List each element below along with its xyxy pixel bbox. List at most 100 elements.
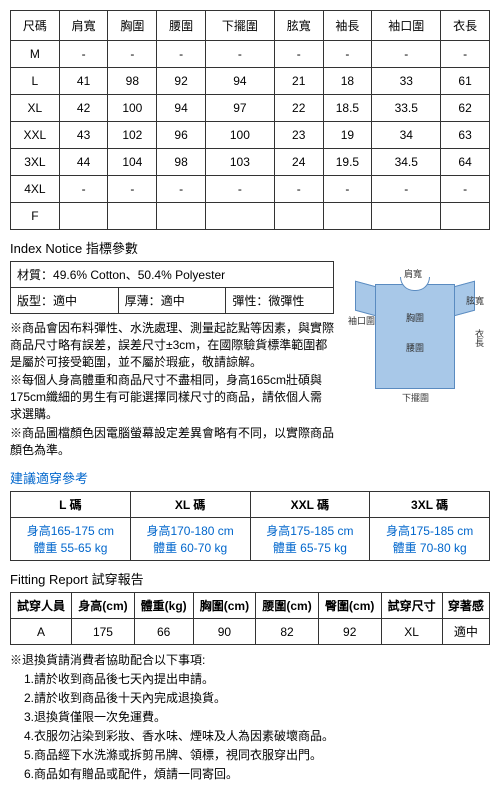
fit-header: 試穿尺寸	[381, 593, 442, 619]
rec-header: XL 碼	[130, 492, 250, 518]
size-cell: 22	[274, 95, 323, 122]
size-cell: 100	[205, 122, 274, 149]
size-header: 胘寬	[274, 11, 323, 41]
size-header: 腰圍	[157, 11, 206, 41]
size-cell: 104	[108, 149, 157, 176]
size-cell: 42	[59, 95, 108, 122]
size-cell: -	[108, 41, 157, 68]
return-item: 1.請於收到商品後七天內提出申請。	[24, 670, 490, 688]
size-cell: 96	[157, 122, 206, 149]
size-cell: -	[59, 176, 108, 203]
size-cell: 19	[323, 122, 372, 149]
size-cell: -	[108, 176, 157, 203]
size-cell: 92	[157, 68, 206, 95]
material-label: 材質：	[17, 268, 53, 282]
rec-cell: 身高175-185 cm 體重 65-75 kg	[250, 518, 370, 561]
return-policy: ※退換貨請消費者協助配合以下事項: 1.請於收到商品後七天內提出申請。2.請於收…	[10, 651, 490, 783]
size-cell: 63	[441, 122, 490, 149]
size-cell: 23	[274, 122, 323, 149]
size-table: 尺碼肩寬胸圍腰圍下擺圍胘寬袖長袖口圍衣長 M--------L419892942…	[10, 10, 490, 230]
size-cell	[372, 203, 441, 230]
size-cell: -	[323, 41, 372, 68]
fit-cell: 175	[72, 619, 135, 645]
fit-cell: A	[11, 619, 72, 645]
size-cell: -	[157, 176, 206, 203]
size-cell: -	[441, 176, 490, 203]
size-cell: 24	[274, 149, 323, 176]
rec-cell: 身高170-180 cm 體重 60-70 kg	[130, 518, 250, 561]
size-cell: 98	[157, 149, 206, 176]
size-header: 衣長	[441, 11, 490, 41]
notes-block: ※商品會因布料彈性、水洗處理、測量起訖點等因素，與實際商品尺寸略有誤差，誤差尺寸…	[10, 320, 334, 458]
size-cell	[157, 203, 206, 230]
size-cell: -	[274, 176, 323, 203]
size-cell: L	[11, 68, 60, 95]
size-cell: 33.5	[372, 95, 441, 122]
size-cell: -	[205, 176, 274, 203]
size-cell: -	[323, 176, 372, 203]
size-cell: 3XL	[11, 149, 60, 176]
fitting-report-title: Fitting Report 試穿報告	[10, 569, 490, 588]
fitting-table: 試穿人員身高(cm)體重(kg)胸圍(cm)腰圍(cm)臀圍(cm)試穿尺寸穿著…	[10, 592, 490, 645]
size-cell: 33	[372, 68, 441, 95]
size-cell: 4XL	[11, 176, 60, 203]
size-cell: 64	[441, 149, 490, 176]
return-item: 6.商品如有贈品或配件，煩請一同寄回。	[24, 765, 490, 783]
return-item: 5.商品經下水洗滌或拆剪吊牌、領標，視同衣服穿出門。	[24, 746, 490, 764]
size-cell: XXL	[11, 122, 60, 149]
return-item: 3.退換貨僅限一次免運費。	[24, 708, 490, 726]
recommendation-table: L 碼XL 碼XXL 碼3XL 碼 身高165-175 cm 體重 55-65 …	[10, 491, 490, 561]
fit-cell: 適中	[442, 619, 489, 645]
size-cell: 98	[108, 68, 157, 95]
size-cell: -	[372, 41, 441, 68]
size-header: 肩寬	[59, 11, 108, 41]
fit-cell: 82	[256, 619, 319, 645]
size-cell: 102	[108, 122, 157, 149]
material-value: 49.6% Cotton、50.4% Polyester	[53, 268, 225, 282]
rec-cell: 身高175-185 cm 體重 70-80 kg	[370, 518, 490, 561]
fit-header: 身高(cm)	[72, 593, 135, 619]
size-header: 袖長	[323, 11, 372, 41]
fit-cell: 92	[318, 619, 381, 645]
tshirt-diagram: 肩寬 胸圍 腰圍 下擺圍 袖口圍 衣長 胘寬	[340, 261, 490, 401]
size-cell: 94	[157, 95, 206, 122]
size-cell	[274, 203, 323, 230]
rec-cell: 身高165-175 cm 體重 55-65 kg	[11, 518, 131, 561]
size-cell: 19.5	[323, 149, 372, 176]
size-cell: 41	[59, 68, 108, 95]
size-cell: 103	[205, 149, 274, 176]
size-cell: 18	[323, 68, 372, 95]
size-cell: 34.5	[372, 149, 441, 176]
size-header: 下擺圍	[205, 11, 274, 41]
return-item: 2.請於收到商品後十天內完成退換貨。	[24, 689, 490, 707]
size-cell: 43	[59, 122, 108, 149]
size-cell: M	[11, 41, 60, 68]
size-cell: 18.5	[323, 95, 372, 122]
size-cell: -	[274, 41, 323, 68]
size-cell	[441, 203, 490, 230]
size-header: 胸圍	[108, 11, 157, 41]
size-cell: 62	[441, 95, 490, 122]
fit-header: 穿著感	[442, 593, 489, 619]
size-header: 袖口圍	[372, 11, 441, 41]
size-cell: XL	[11, 95, 60, 122]
size-cell: -	[205, 41, 274, 68]
material-row-1: 材質：49.6% Cotton、50.4% Polyester	[10, 261, 334, 288]
return-item: 4.衣服勿沾染到彩妝、香水味、煙味及人為因素破壞商品。	[24, 727, 490, 745]
fit-header: 體重(kg)	[134, 593, 193, 619]
size-cell	[205, 203, 274, 230]
size-cell: 97	[205, 95, 274, 122]
size-cell: -	[59, 41, 108, 68]
size-cell	[108, 203, 157, 230]
rec-header: 3XL 碼	[370, 492, 490, 518]
size-cell: 61	[441, 68, 490, 95]
fit-cell: XL	[381, 619, 442, 645]
size-cell: 21	[274, 68, 323, 95]
size-cell: -	[372, 176, 441, 203]
size-cell: -	[157, 41, 206, 68]
fit-header: 臀圍(cm)	[318, 593, 381, 619]
size-cell	[323, 203, 372, 230]
note-line: ※商品會因布料彈性、水洗處理、測量起訖點等因素，與實際商品尺寸略有誤差，誤差尺寸…	[10, 320, 334, 370]
return-title: ※退換貨請消費者協助配合以下事項:	[10, 651, 490, 669]
size-cell: 44	[59, 149, 108, 176]
